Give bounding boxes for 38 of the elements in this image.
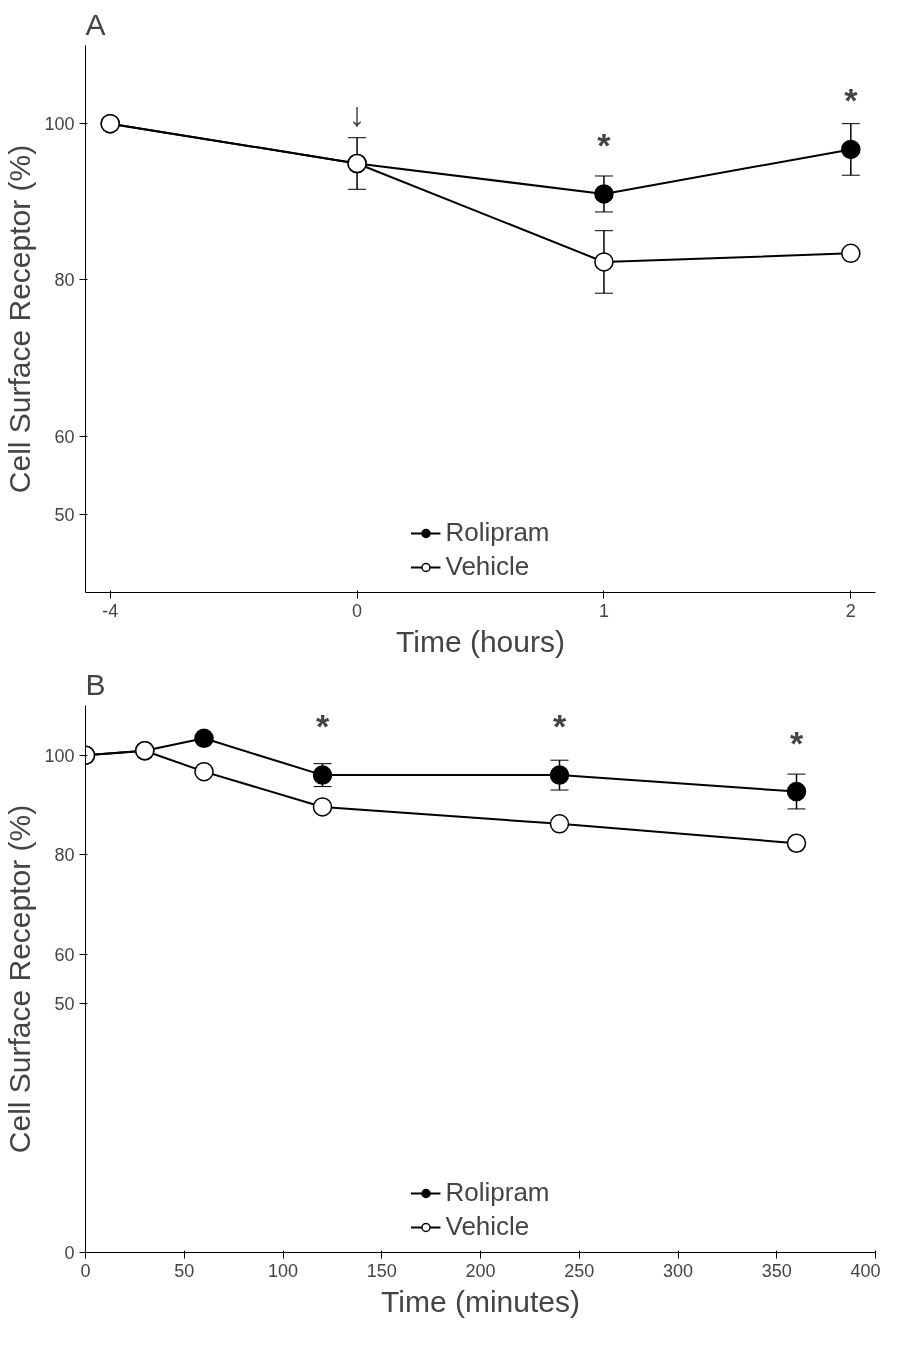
y-axis-title: Cell Surface Receptor (%): [3, 144, 37, 494]
x-tick-label: 250: [564, 1260, 595, 1281]
y-tick-label: 100: [44, 745, 75, 766]
annotation: *: [315, 707, 330, 746]
y-tick-label: 80: [54, 270, 75, 291]
y-tick-label: 50: [54, 994, 75, 1015]
x-tick-label: 400: [850, 1260, 881, 1281]
x-axis-title: Time (hours): [396, 624, 565, 658]
y-tick-label: 100: [44, 114, 75, 135]
annotation: ↓: [348, 95, 366, 134]
legend-label: Rolipram: [445, 517, 550, 548]
x-tick-label: 200: [465, 1260, 496, 1281]
x-tick-label: 1: [598, 600, 609, 621]
x-tick-label: 0: [80, 1260, 91, 1281]
y-tick-label: 80: [54, 845, 75, 866]
y-tick-label: 0: [64, 1243, 75, 1263]
y-axis-title: Cell Surface Receptor (%): [3, 804, 37, 1154]
y-tick-label: 50: [54, 504, 75, 525]
x-tick-label: 100: [267, 1260, 299, 1281]
x-tick-label: -4: [102, 600, 119, 621]
y-tick-label: 60: [54, 944, 75, 965]
y-tick-label: 60: [54, 426, 75, 447]
x-tick-label: 300: [662, 1260, 694, 1281]
x-tick-label: 0: [352, 600, 363, 621]
x-tick-label: 350: [761, 1260, 792, 1281]
legend-label: Vehicle: [445, 1211, 530, 1242]
x-tick-label: 2: [845, 600, 856, 621]
x-axis-title: Time (minutes): [381, 1284, 580, 1318]
x-tick-label: 50: [174, 1260, 195, 1281]
annotation: *: [789, 723, 804, 762]
annotation: *: [597, 125, 612, 164]
chart-title: A: [85, 7, 106, 41]
legend-label: Vehicle: [445, 551, 530, 582]
legend-label: Rolipram: [445, 1177, 550, 1208]
chart-title: B: [85, 667, 106, 701]
annotation: *: [552, 707, 567, 746]
x-tick-label: 150: [366, 1260, 397, 1281]
annotation: *: [844, 81, 859, 120]
